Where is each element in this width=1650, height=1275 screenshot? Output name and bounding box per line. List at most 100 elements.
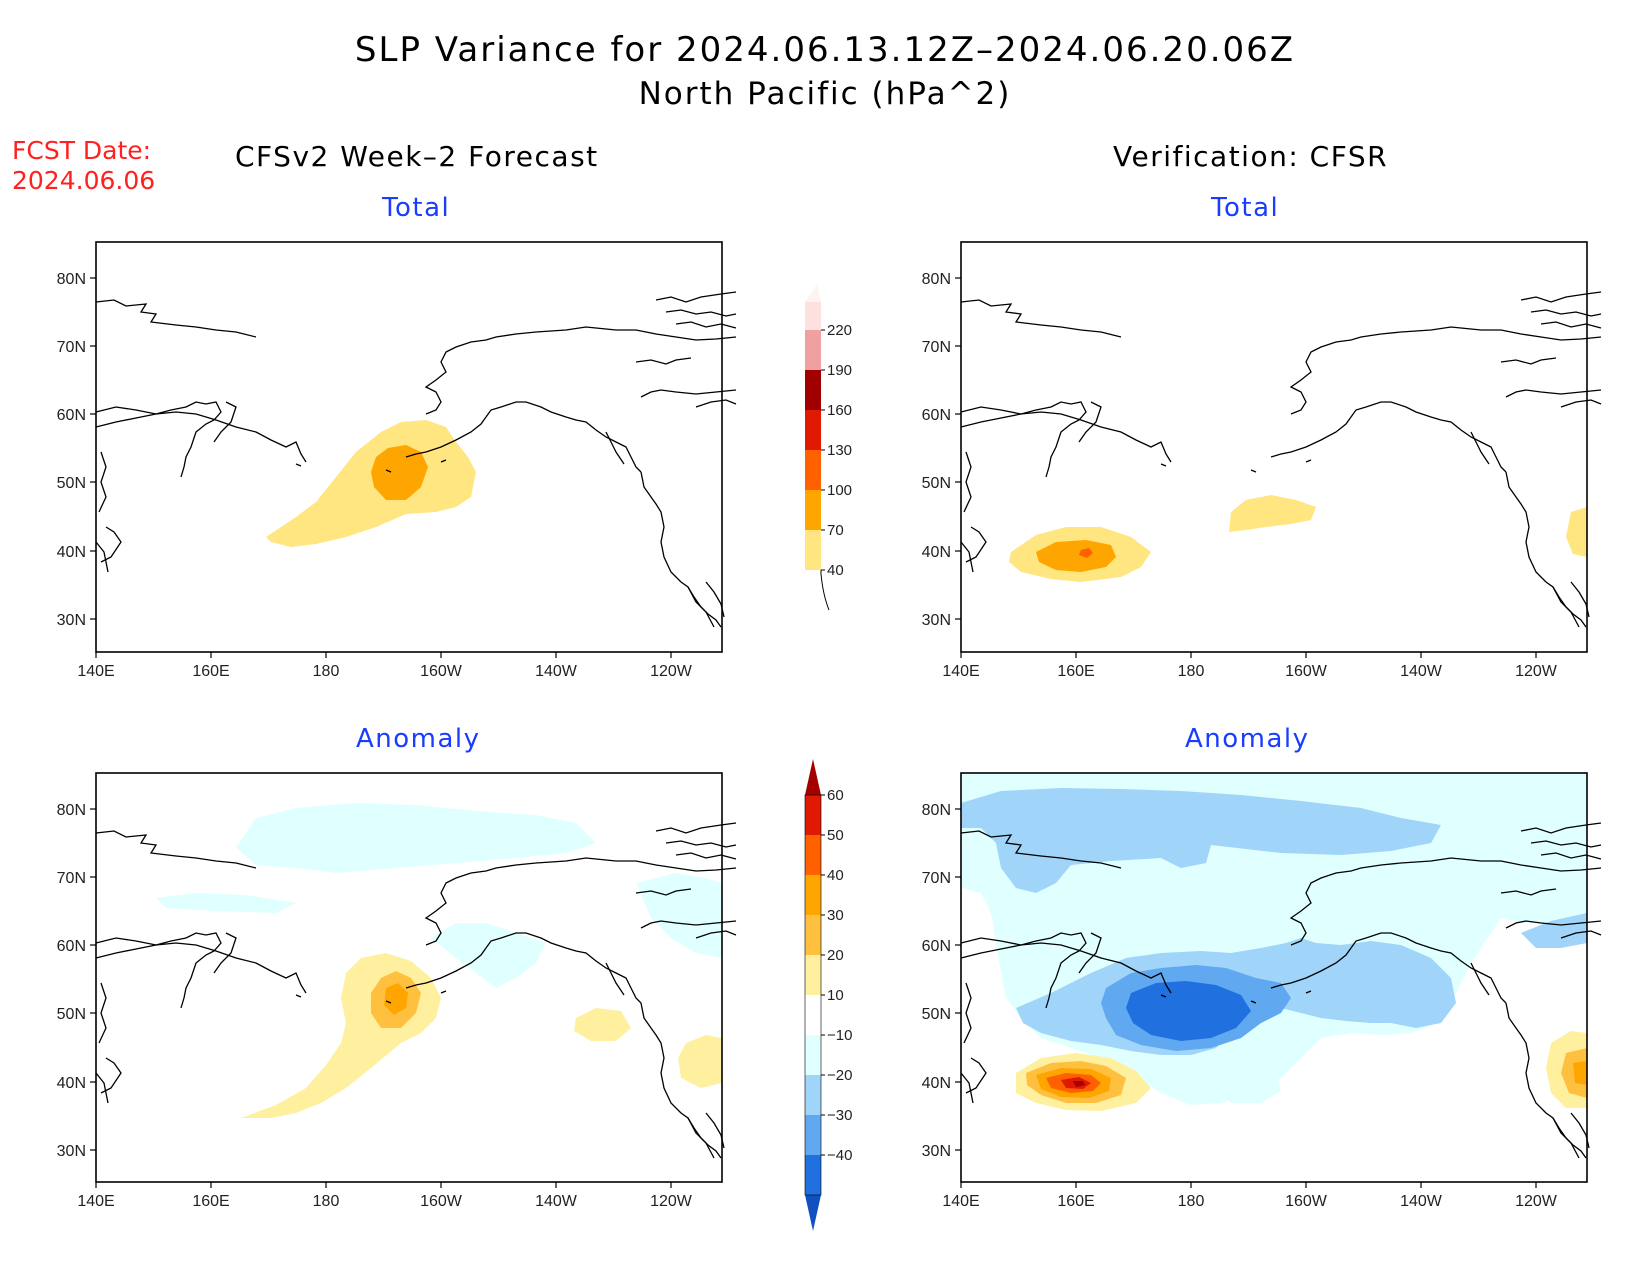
anomaly-colorbar-bottom xyxy=(805,1195,821,1231)
lon-label: 120W xyxy=(650,663,693,680)
forecast-total-title: Total xyxy=(382,193,451,223)
lon-label: 180 xyxy=(1178,1193,1205,1210)
anomaly-colorbar-label: 40 xyxy=(827,867,844,884)
verification-total-100-contour xyxy=(1079,548,1093,558)
lat-label: 40N xyxy=(57,1075,86,1092)
lat-label: 40N xyxy=(922,1075,951,1092)
total-colorbar-label: 190 xyxy=(827,362,852,379)
lat-label: 30N xyxy=(57,1143,86,1160)
forecast-anomaly-neg10-alaska xyxy=(431,923,546,988)
forecast-total-40-contour xyxy=(266,420,476,547)
lon-label: 160E xyxy=(1057,663,1094,680)
forecast-anomaly-10-contour-2 xyxy=(574,1008,631,1041)
anomaly-colorbar-swatch xyxy=(805,1115,821,1155)
lat-label: 70N xyxy=(922,870,951,887)
total-colorbar-swatch xyxy=(805,370,821,410)
anomaly-colorbar-swatch xyxy=(805,835,821,875)
forecast-anomaly-10-contour xyxy=(241,953,441,1118)
anomaly-colorbar-label: 30 xyxy=(827,907,844,924)
lon-label: 120W xyxy=(650,1193,693,1210)
verification-anomaly-map xyxy=(960,772,1602,1183)
lat-label: 60N xyxy=(922,938,951,955)
lat-label: 70N xyxy=(922,339,951,356)
forecast-anomaly-10-contour-3 xyxy=(678,1035,722,1088)
verification-anomaly-neg10-patch xyxy=(1219,1063,1281,1103)
forecast-anomaly-frame xyxy=(95,772,723,1183)
lat-label: 80N xyxy=(57,271,86,288)
forecast-anomaly-title: Anomaly xyxy=(356,724,481,754)
fcst-date-caption: FCST Date: xyxy=(12,136,152,165)
anomaly-colorbar-label: −40 xyxy=(827,1147,852,1164)
total-colorbar-swatch xyxy=(805,330,821,370)
verification-anomaly-frame xyxy=(960,772,1588,1183)
anomaly-colorbar-swatch xyxy=(805,1035,821,1075)
verification-total-40-contour-3 xyxy=(1566,507,1587,557)
lat-label: 70N xyxy=(57,870,86,887)
anomaly-colorbar-swatch xyxy=(805,1155,821,1195)
lat-label: 60N xyxy=(57,407,86,424)
lon-label: 160E xyxy=(192,1193,229,1210)
lon-label: 140W xyxy=(535,1193,578,1210)
total-colorbar-swatch xyxy=(805,530,821,570)
anomaly-colorbar: 60 50 40 30 20 10 −10 −20 −30 −40 xyxy=(804,759,852,1231)
anomaly-colorbar-label: 20 xyxy=(827,947,844,964)
anomaly-colorbar-swatch xyxy=(805,955,821,995)
anomaly-colorbar-label: −20 xyxy=(827,1067,852,1084)
lat-label: 60N xyxy=(57,938,86,955)
verification-anomaly-title: Anomaly xyxy=(1185,724,1310,754)
anomaly-colorbar-label: 50 xyxy=(827,827,844,844)
lat-label: 80N xyxy=(57,802,86,819)
axis-labels: 80N 70N 60N 50N 40N 30N 140E 160E 180 160W 140W 120… xyxy=(57,271,1558,1210)
lat-label: 50N xyxy=(57,475,86,492)
lon-label: 160E xyxy=(192,663,229,680)
total-colorbar-top xyxy=(805,284,821,302)
lon-label: 140W xyxy=(1400,663,1443,680)
total-colorbar-label: 100 xyxy=(827,482,852,499)
forecast-anomaly-neg10-aleut xyxy=(156,893,296,913)
lat-label: 40N xyxy=(922,544,951,561)
lon-label: 160W xyxy=(1285,663,1328,680)
forecast-total-70-contour xyxy=(371,445,428,500)
total-colorbar-label: 220 xyxy=(827,322,852,339)
anomaly-colorbar-swatch xyxy=(805,875,821,915)
lon-label: 140E xyxy=(77,663,114,680)
lat-label: 50N xyxy=(922,475,951,492)
verification-anomaly-neg20-east xyxy=(1521,913,1587,948)
anomaly-colorbar-swatch xyxy=(805,795,821,835)
main-title: SLP Variance for 2024.06.13.12Z–2024.06.… xyxy=(354,30,1296,70)
lat-label: 30N xyxy=(57,612,86,629)
total-colorbar: 40 70 100 130 160 190 220 xyxy=(805,284,852,611)
lat-label: 50N xyxy=(57,1006,86,1023)
verification-anomaly-30-contour-2 xyxy=(1573,1061,1587,1085)
anomaly-colorbar-top xyxy=(805,759,821,795)
anomaly-colorbar-swatch xyxy=(805,915,821,955)
lon-label: 160W xyxy=(420,663,463,680)
fcst-date-value: 2024.06.06 xyxy=(12,166,156,195)
verification-total-frame xyxy=(960,241,1588,653)
lon-label: 140W xyxy=(535,663,578,680)
verification-anomaly-neg20-north xyxy=(961,788,1441,893)
verification-anomaly-neg40-contour xyxy=(1126,981,1251,1041)
lon-label: 120W xyxy=(1515,1193,1558,1210)
lon-label: 180 xyxy=(313,1193,340,1210)
verification-column-title: Verification: CFSR xyxy=(1113,140,1389,173)
forecast-anomaly-30-contour xyxy=(384,983,408,1015)
lat-label: 30N xyxy=(922,612,951,629)
total-colorbar-label: 70 xyxy=(827,522,844,539)
anomaly-colorbar-label: −30 xyxy=(827,1107,852,1124)
lat-label: 70N xyxy=(57,339,86,356)
total-colorbar-swatch xyxy=(805,490,821,530)
total-colorbar-label: 160 xyxy=(827,402,852,419)
total-colorbar-tail xyxy=(820,570,830,611)
lon-label: 160W xyxy=(420,1193,463,1210)
lon-label: 180 xyxy=(1178,663,1205,680)
anomaly-colorbar-label: 10 xyxy=(827,987,844,1004)
forecast-anomaly-neg10-east xyxy=(636,873,722,958)
lat-label: 80N xyxy=(922,802,951,819)
lat-label: 40N xyxy=(57,544,86,561)
lat-label: 30N xyxy=(922,1143,951,1160)
verification-total-40-contour-2 xyxy=(1229,495,1316,532)
fcst-date-label: FCST Date: 2024.06.06 xyxy=(12,136,155,196)
total-colorbar-label: 40 xyxy=(827,562,844,579)
